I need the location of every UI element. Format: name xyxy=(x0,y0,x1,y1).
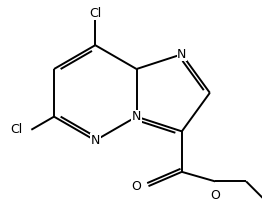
Text: N: N xyxy=(91,134,100,147)
Text: O: O xyxy=(132,180,141,193)
Text: O: O xyxy=(210,189,220,201)
Text: N: N xyxy=(132,110,141,123)
Text: N: N xyxy=(177,48,187,61)
Text: Cl: Cl xyxy=(89,7,101,20)
Text: Cl: Cl xyxy=(10,123,23,136)
